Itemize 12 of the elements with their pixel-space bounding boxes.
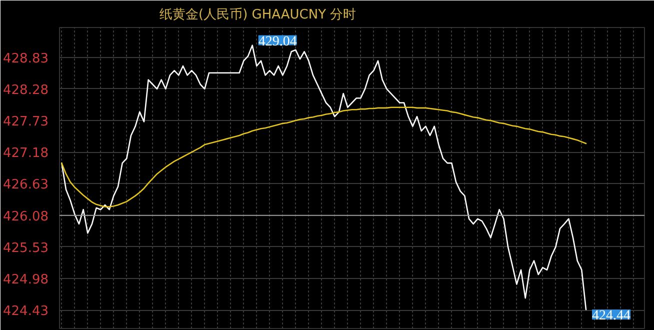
y-tick-label: 428.28 <box>3 82 49 98</box>
y-tick-label: 426.08 <box>3 209 49 224</box>
y-tick-label: 426.63 <box>3 178 49 193</box>
y-tick-label: 424.98 <box>3 272 49 288</box>
y-tick-label: 428.83 <box>3 51 49 66</box>
y-tick-label: 427.73 <box>3 114 49 130</box>
y-tick-label: 425.53 <box>3 240 49 256</box>
line-series <box>61 106 587 208</box>
chart-title: 纸黄金(人民币) GHAAUCNY 分时 <box>160 8 356 22</box>
y-tick-label: 427.18 <box>3 146 49 162</box>
line-series <box>61 44 587 310</box>
y-tick-label: 424.43 <box>3 304 49 320</box>
